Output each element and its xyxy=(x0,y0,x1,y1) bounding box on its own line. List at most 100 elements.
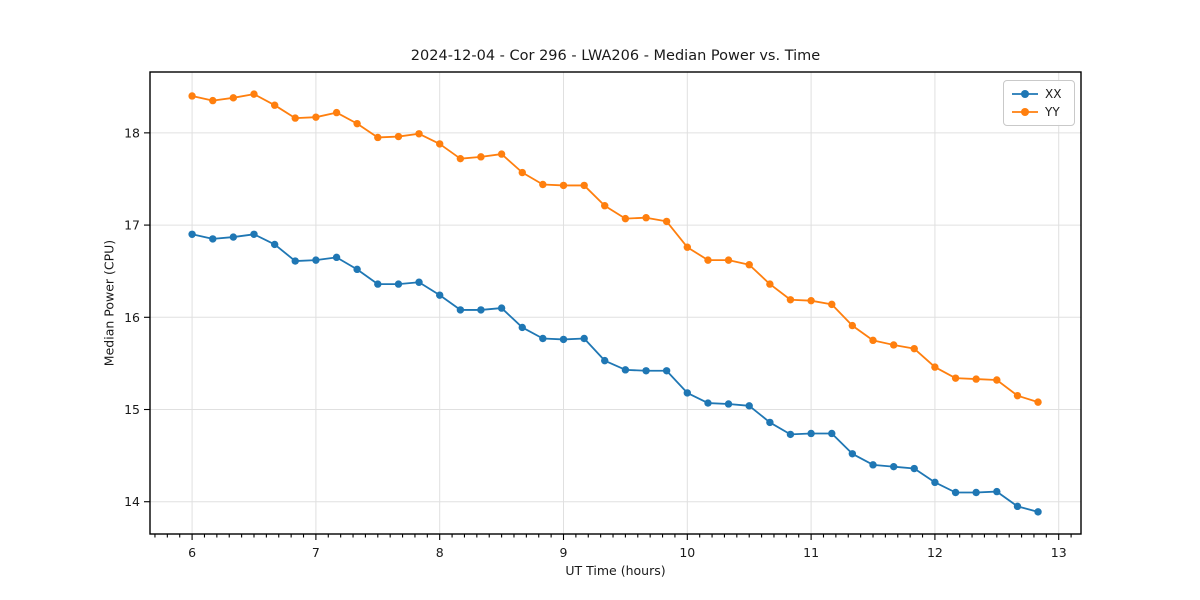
x-tick-label: 8 xyxy=(436,545,444,560)
data-point-xx xyxy=(270,240,279,249)
data-point-yy xyxy=(188,92,196,100)
data-point-xx xyxy=(642,367,650,375)
legend-label-yy: YY xyxy=(1045,105,1060,119)
data-point-xx xyxy=(229,233,238,241)
data-point-yy xyxy=(910,344,918,353)
x-tick-label: 13 xyxy=(1051,545,1067,560)
data-point-xx xyxy=(931,478,939,487)
data-point-yy xyxy=(931,363,939,371)
data-point-yy xyxy=(353,119,361,128)
legend: XX YY xyxy=(1003,80,1075,126)
data-point-xx xyxy=(993,487,1001,496)
data-point-xx xyxy=(497,304,506,312)
data-point-yy xyxy=(229,94,238,102)
x-axis-label: UT Time (hours) xyxy=(565,563,666,578)
data-point-xx xyxy=(807,429,815,438)
data-point-yy xyxy=(497,150,506,158)
data-point-xx xyxy=(374,280,382,288)
y-axis-label: Median Power (CPU) xyxy=(101,239,117,367)
y-tick-label: 15 xyxy=(124,402,140,417)
legend-line-marker-xx-icon xyxy=(1012,90,1038,98)
data-point-yy xyxy=(745,261,753,269)
data-point-xx xyxy=(559,335,568,344)
axes-spines xyxy=(149,71,1082,535)
data-point-yy xyxy=(848,321,857,330)
data-point-xx xyxy=(518,323,526,332)
data-point-yy xyxy=(724,256,733,264)
data-point-xx xyxy=(889,462,898,471)
legend-label-xx: XX xyxy=(1045,87,1062,101)
data-point-xx xyxy=(188,230,196,238)
data-point-yy xyxy=(559,181,568,190)
data-point-yy xyxy=(951,374,960,382)
data-point-yy xyxy=(539,180,547,189)
data-point-yy xyxy=(332,108,341,117)
data-point-xx xyxy=(291,257,299,265)
data-point-yy xyxy=(828,300,836,309)
series-line-yy xyxy=(191,93,1039,404)
data-point-xx xyxy=(1034,508,1042,516)
data-point-xx xyxy=(250,230,258,238)
data-point-xx xyxy=(580,334,588,343)
data-point-yy xyxy=(601,202,609,210)
data-point-yy xyxy=(704,256,712,264)
data-point-xx xyxy=(435,291,444,299)
data-point-xx xyxy=(951,488,960,497)
data-point-yy xyxy=(766,280,774,288)
data-point-yy xyxy=(889,341,898,349)
y-tick-label: 17 xyxy=(124,218,140,233)
x-tick-label: 12 xyxy=(927,545,943,560)
y-tick-label: 16 xyxy=(124,310,140,325)
data-point-yy xyxy=(869,336,877,345)
data-point-xx xyxy=(539,334,547,343)
legend-line-marker-yy-icon xyxy=(1012,108,1038,116)
data-point-yy xyxy=(250,90,258,98)
data-point-xx xyxy=(704,399,712,407)
data-point-yy xyxy=(477,153,485,161)
data-point-yy xyxy=(415,130,423,138)
data-point-xx xyxy=(394,280,403,288)
data-point-xx xyxy=(662,367,671,375)
x-tick-label: 7 xyxy=(312,545,320,560)
legend-item-xx: XX xyxy=(1011,85,1066,103)
data-point-xx xyxy=(828,429,836,438)
data-point-yy xyxy=(642,214,650,222)
legend-item-yy: YY xyxy=(1011,103,1066,121)
data-point-yy xyxy=(683,243,692,251)
data-point-yy xyxy=(291,114,299,122)
x-tick-label: 9 xyxy=(560,545,568,560)
data-point-yy xyxy=(518,168,526,177)
data-point-xx xyxy=(972,488,980,497)
data-point-xx xyxy=(209,235,217,243)
data-point-yy xyxy=(662,217,671,226)
x-tick-label: 6 xyxy=(188,545,196,560)
data-point-yy xyxy=(456,154,465,163)
data-point-xx xyxy=(601,356,609,365)
data-point-yy xyxy=(1034,398,1042,406)
data-point-yy xyxy=(993,376,1001,384)
x-tick-label: 10 xyxy=(679,545,695,560)
data-point-xx xyxy=(869,461,877,469)
data-point-xx xyxy=(724,400,733,408)
data-point-yy xyxy=(580,181,588,190)
data-point-xx xyxy=(477,306,485,314)
data-point-xx xyxy=(621,366,630,374)
data-point-yy xyxy=(312,113,320,121)
data-point-xx xyxy=(848,450,857,458)
data-point-xx xyxy=(1013,502,1022,511)
data-point-yy xyxy=(270,101,279,109)
x-tick-label: 11 xyxy=(803,545,819,560)
data-point-yy xyxy=(786,296,795,304)
data-point-xx xyxy=(766,418,774,427)
data-point-xx xyxy=(332,253,341,262)
data-point-yy xyxy=(807,296,815,305)
chart-title: 2024-12-04 - Cor 296 - LWA206 - Median P… xyxy=(410,48,821,64)
data-point-yy xyxy=(374,133,382,142)
data-point-xx xyxy=(745,402,753,410)
data-point-yy xyxy=(209,96,217,105)
y-tick-label: 18 xyxy=(124,125,140,140)
data-point-xx xyxy=(415,278,423,286)
data-point-yy xyxy=(972,375,980,383)
data-point-xx xyxy=(910,464,918,473)
